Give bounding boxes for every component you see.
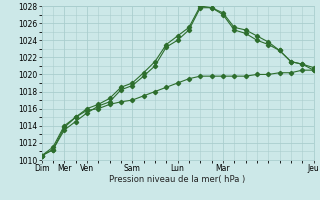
X-axis label: Pression niveau de la mer( hPa ): Pression niveau de la mer( hPa ) <box>109 175 246 184</box>
